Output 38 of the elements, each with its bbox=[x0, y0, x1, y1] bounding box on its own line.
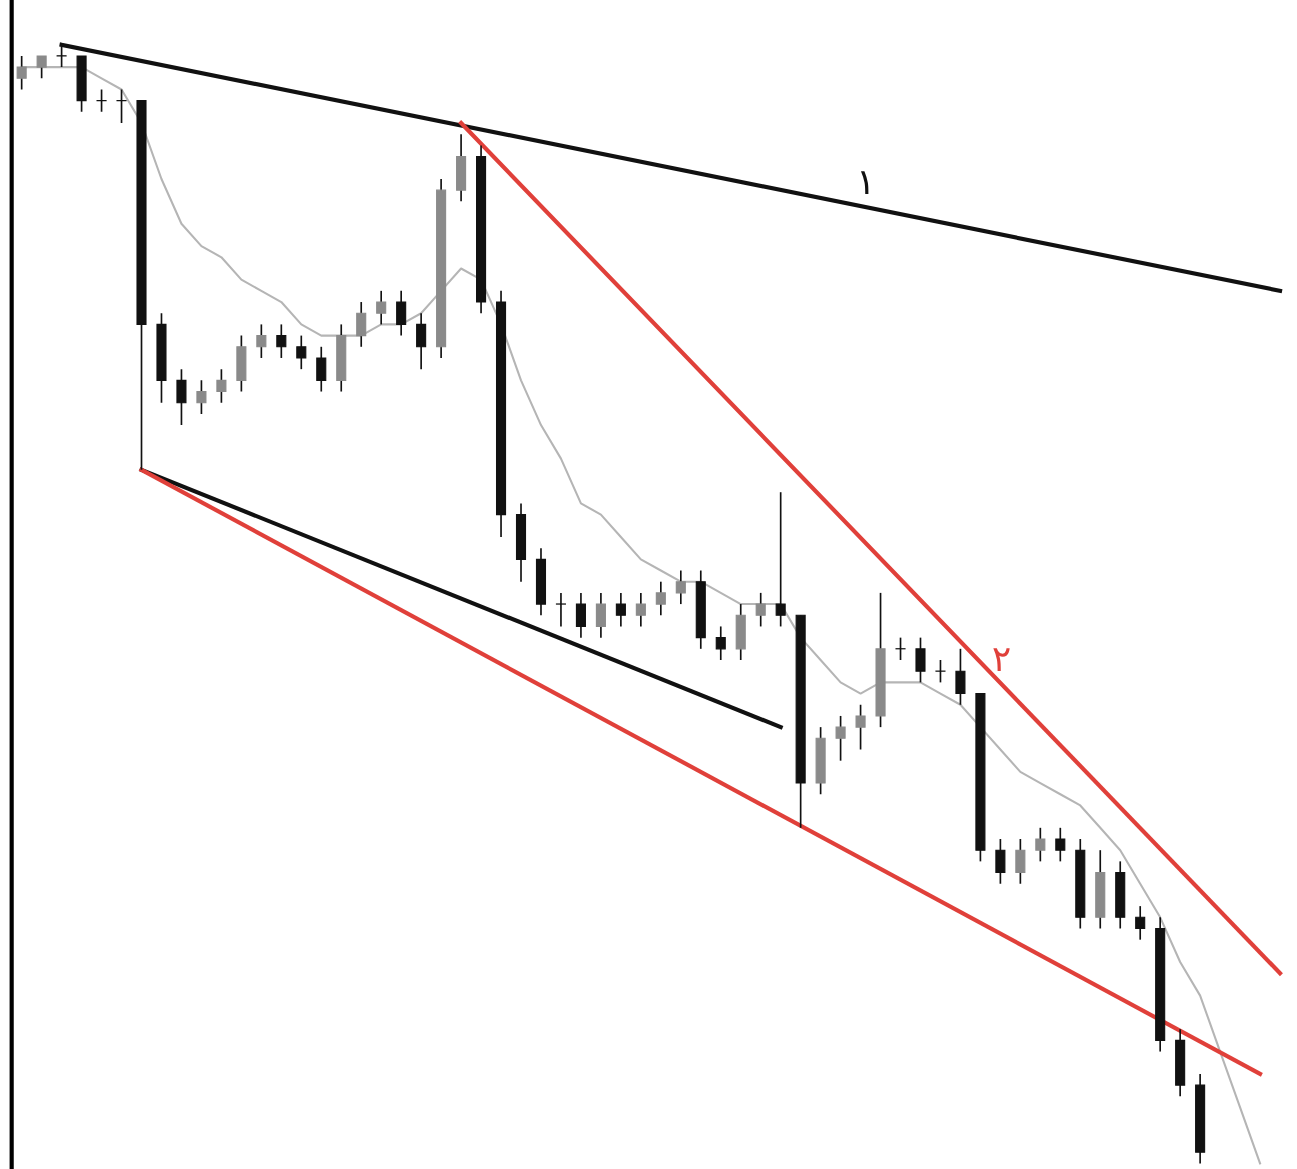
candlestick bbox=[36, 55, 47, 80]
candlestick bbox=[915, 636, 926, 684]
candlestick bbox=[635, 592, 646, 628]
candlestick bbox=[96, 88, 107, 113]
candlestick bbox=[935, 659, 946, 684]
candlestick bbox=[655, 580, 666, 617]
candlestick bbox=[196, 379, 207, 415]
candlestick bbox=[116, 88, 127, 124]
candlestick bbox=[416, 312, 427, 370]
candlestick bbox=[855, 703, 866, 751]
candlestick bbox=[615, 592, 626, 628]
candlestick bbox=[176, 368, 187, 426]
candlestick bbox=[775, 491, 786, 628]
candlestick bbox=[356, 301, 367, 348]
candlestick bbox=[575, 592, 586, 639]
candlestick bbox=[675, 569, 686, 605]
candlestick bbox=[1015, 838, 1026, 885]
candlestick bbox=[755, 592, 766, 628]
candlestick bbox=[1055, 826, 1066, 863]
series-label: ۱ bbox=[860, 171, 869, 195]
candlestick bbox=[1135, 905, 1146, 941]
candlestick bbox=[376, 290, 387, 326]
candlestick bbox=[955, 647, 966, 706]
candlestick bbox=[316, 345, 327, 393]
candlestick bbox=[256, 323, 267, 359]
candlestick bbox=[396, 290, 407, 337]
candlestick bbox=[595, 592, 606, 639]
candlestick bbox=[555, 592, 567, 628]
candlestick bbox=[715, 625, 726, 661]
candlestick bbox=[276, 323, 287, 359]
candlestick bbox=[835, 715, 846, 762]
series-label: ۲ bbox=[993, 648, 1010, 672]
candlestick bbox=[16, 55, 27, 91]
candlestick bbox=[1035, 826, 1046, 863]
candlestick bbox=[995, 838, 1006, 885]
candlestick bbox=[296, 334, 307, 370]
candlestick bbox=[216, 368, 227, 404]
candlestick bbox=[895, 636, 906, 661]
